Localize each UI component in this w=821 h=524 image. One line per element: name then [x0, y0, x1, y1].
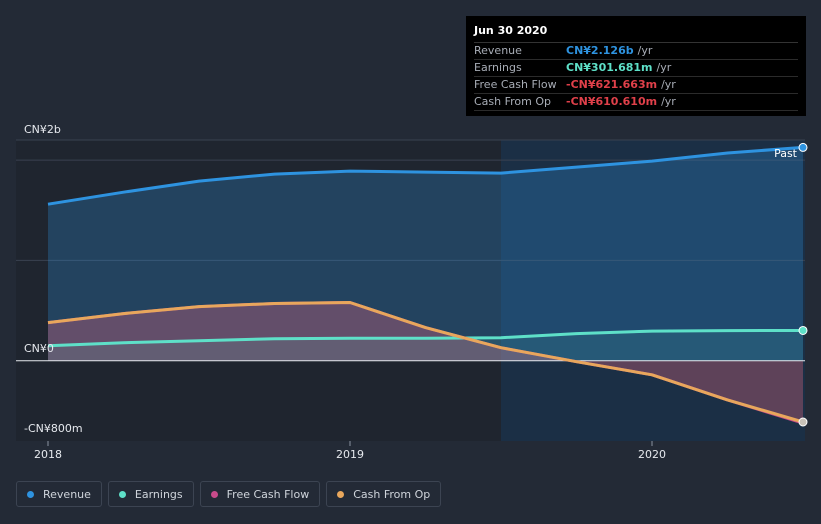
tooltip-unit: /yr — [656, 61, 672, 74]
legend-item-revenue[interactable]: Revenue — [16, 481, 102, 507]
cash-from-op-dot-icon — [337, 490, 345, 498]
x-tick-label: 2018 — [34, 448, 62, 461]
tooltip-value: -CN¥610.610m — [566, 95, 658, 108]
y-tick-label: CN¥2b — [24, 123, 61, 136]
tooltip-row-cfo: Cash From Op -CN¥610.610m /yr — [474, 94, 798, 111]
earnings-dot-icon — [118, 490, 126, 498]
tooltip-label: Earnings — [474, 61, 522, 74]
legend-label: Cash From Op — [353, 487, 431, 501]
tooltip-row-fcf: Free Cash Flow -CN¥621.663m /yr — [474, 77, 798, 94]
tooltip-value: CN¥2.126b — [566, 44, 634, 57]
legend-label: Free Cash Flow — [226, 487, 310, 501]
tooltip-unit: /yr — [661, 78, 676, 91]
y-tick-label: CN¥0 — [24, 342, 54, 355]
tooltip-label: Cash From Op — [474, 95, 552, 108]
fcf-area — [48, 302, 803, 424]
tooltip-label: Revenue — [474, 44, 522, 57]
y-tick-label: -CN¥800m — [24, 422, 83, 435]
tooltip-row-revenue: Revenue CN¥2.126b /yr — [474, 43, 798, 60]
legend-label: Earnings — [134, 487, 183, 501]
tooltip-label: Free Cash Flow — [474, 78, 557, 91]
legend-label: Revenue — [43, 487, 91, 501]
cash-end-point — [798, 417, 808, 427]
tooltip-unit: /yr — [661, 95, 676, 108]
tooltip: Jun 30 2020 Revenue CN¥2.126b /yr Earnin… — [466, 16, 806, 116]
x-tick-label: 2019 — [336, 448, 364, 461]
tooltip-value: CN¥301.681m — [566, 61, 653, 74]
revenue-dot-icon — [27, 490, 34, 498]
revenue-end-point — [798, 142, 808, 152]
past-region — [501, 140, 805, 441]
tooltip-row-earnings: Earnings CN¥301.681m /yr — [474, 60, 798, 77]
free-cash-flow-dot-icon — [210, 490, 218, 498]
earnings-line — [47, 329, 804, 348]
past-label: Past — [774, 147, 798, 160]
legend-item-free-cash-flow[interactable]: Free Cash Flow — [199, 481, 321, 507]
revenue-line — [47, 145, 804, 206]
tooltip-unit: /yr — [637, 44, 653, 57]
x-tick-label: 2020 — [638, 448, 666, 461]
revenue-area — [48, 147, 803, 361]
legend: Revenue Earnings Free Cash Flow Cash Fro… — [16, 481, 442, 507]
cfo-area — [48, 302, 803, 422]
legend-item-cash-from-op[interactable]: Cash From Op — [326, 481, 442, 507]
earnings-end-point — [798, 325, 808, 335]
earnings-area — [48, 330, 803, 361]
legend-item-earnings[interactable]: Earnings — [107, 481, 194, 507]
cfo-line — [47, 301, 804, 424]
tooltip-date: Jun 30 2020 — [474, 24, 798, 43]
tooltip-value: -CN¥621.663m — [566, 78, 658, 91]
